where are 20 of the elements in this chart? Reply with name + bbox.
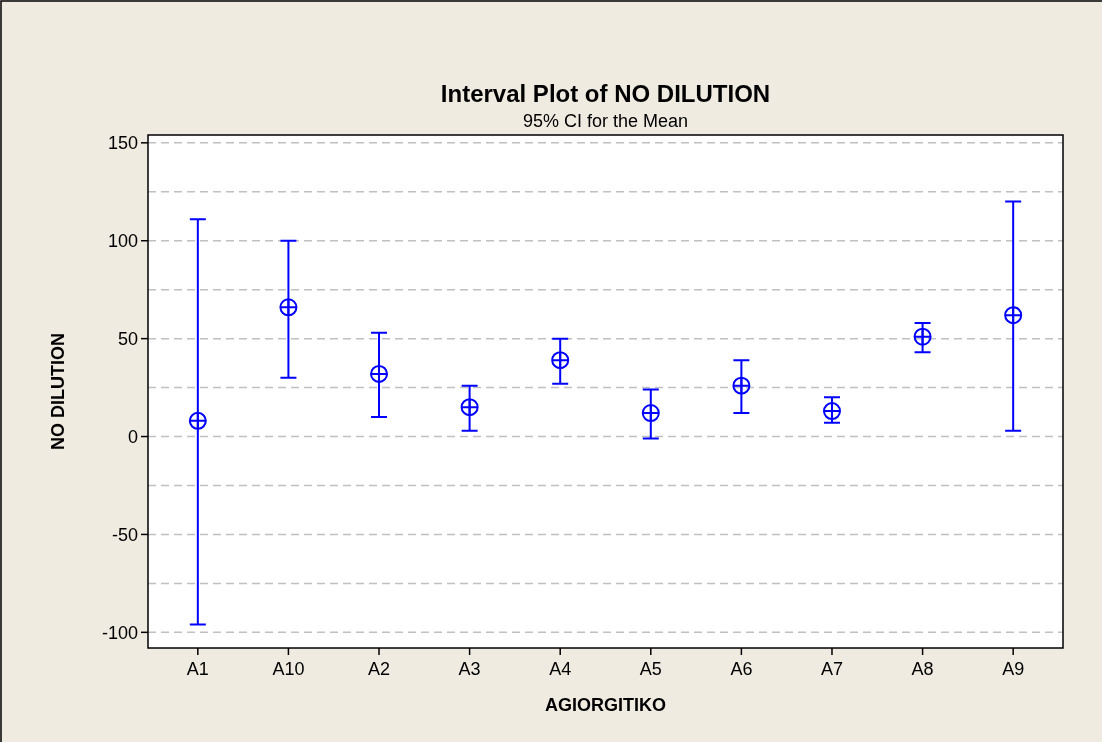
y-tick-label: -50 [111, 524, 138, 545]
y-tick-label: 100 [107, 231, 138, 252]
x-tick-label: A4 [549, 659, 572, 679]
x-tick-label: A10 [272, 659, 305, 679]
x-tick-label: A2 [368, 659, 391, 679]
y-tick-label: 50 [117, 328, 138, 349]
x-tick-label: A9 [1002, 659, 1025, 679]
chart-subtitle: 95% CI for the Mean [522, 111, 689, 131]
y-axis-title: NO DILUTION [48, 333, 68, 450]
x-tick-label: A6 [730, 659, 753, 679]
chart-title: Interval Plot of NO DILUTION [440, 80, 771, 107]
x-tick-label: A8 [911, 659, 934, 679]
x-tick-label: A5 [639, 659, 662, 679]
y-tick-label: 150 [107, 133, 138, 154]
x-tick-label: A1 [186, 659, 209, 679]
x-tick-label: A3 [458, 659, 481, 679]
y-tick-label: 0 [127, 426, 138, 447]
y-tick-label: -100 [101, 622, 138, 643]
x-axis-title: AGIORGITIKO [545, 695, 666, 715]
x-tick-label: A7 [820, 659, 843, 679]
